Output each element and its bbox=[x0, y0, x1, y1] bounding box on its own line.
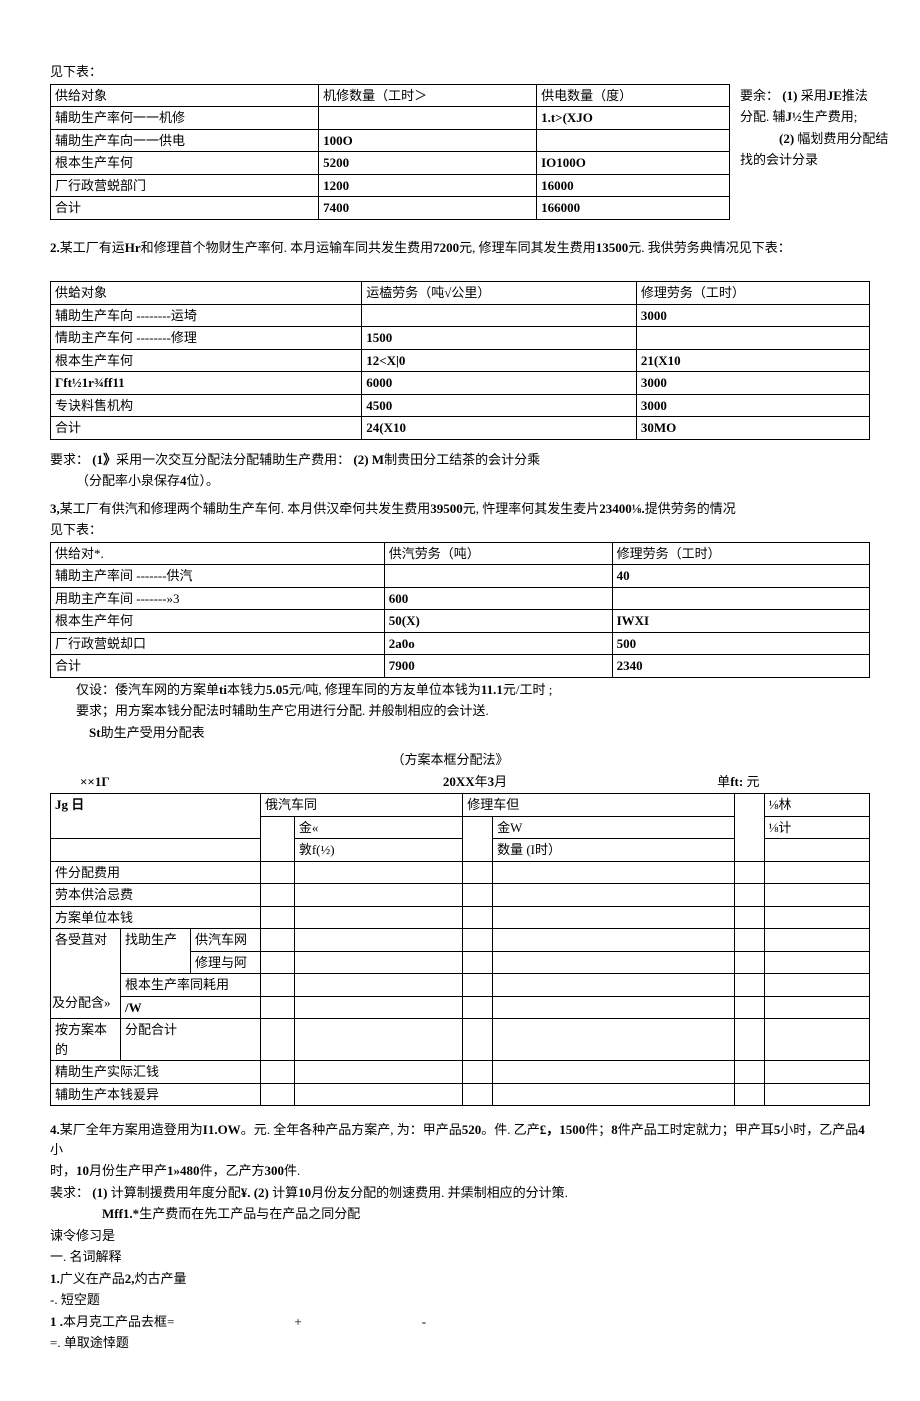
table-row: 各受苴对 找助生产 供汽车网 bbox=[51, 929, 870, 952]
table-row: 合计24(X1030MO bbox=[51, 417, 870, 440]
table-row: 合计7400166000 bbox=[51, 197, 730, 220]
table-row: 根本生产率同耗用 bbox=[51, 974, 870, 997]
section-1: 见下表： 供给对象 机修数量（工时＞ 供电数量（度） 辅助生产率何一一机修1.t… bbox=[50, 62, 870, 220]
table-row: 合计79002340 bbox=[51, 655, 870, 678]
table-row: 辅助生产车向一一供电100O bbox=[51, 129, 730, 152]
table-row: Jg 日 俄汽车同 修理车但 ⅛林 bbox=[51, 794, 870, 817]
table-row: 情助主产车何 --------修理1500 bbox=[51, 327, 870, 350]
side-note: 要余： (1) 采用JE推法 分配. 辅J½生产费用; (2) 幅划费用分配结 … bbox=[740, 84, 920, 172]
table-row: 供蛤对象运榼劳务（吨√公里）修理劳务（工时） bbox=[51, 282, 870, 305]
table-4-section: （方案本框分配法》 ××1Γ 20XX年3月 单ft: 元 Jg 日 俄汽车同 … bbox=[50, 750, 870, 1106]
row-label: 及分配含» bbox=[52, 993, 111, 1013]
table-row: 辅助主产率间 -------供汽40 bbox=[51, 565, 870, 588]
table-row: 专诀料售机构45003000 bbox=[51, 394, 870, 417]
table-1: 供给对象 机修数量（工时＞ 供电数量（度） 辅助生产率何一一机修1.t>(XJO… bbox=[50, 84, 730, 220]
table-row: 供给对象 机修数量（工时＞ 供电数量（度） bbox=[51, 84, 730, 107]
table-row: 根本生产车何5200IO100O bbox=[51, 152, 730, 175]
table-row: 辅助生产率何一一机修1.t>(XJO bbox=[51, 107, 730, 130]
table-row: 厂行政营蜕却口2a0o500 bbox=[51, 632, 870, 655]
table-row: Γft½1r¾ff1160003000 bbox=[51, 372, 870, 395]
section-4: 4.某厂全年方案用造登用为I1.OW。元. 全年各种产品方案产, 为：甲产品52… bbox=[50, 1120, 870, 1353]
problem-2-text: 2.某工厂有运Hr和修理苜个物财生产率何. 本月运输车同共发生费用7200元, … bbox=[50, 238, 870, 258]
table-row: 厂行政营蜕部门120016000 bbox=[51, 174, 730, 197]
table-row: 供给对*.供汽劳务（吨）修理劳务（工时） bbox=[51, 542, 870, 565]
table-3: 供给对*.供汽劳务（吨）修理劳务（工时） 辅助主产率间 -------供汽40 … bbox=[50, 542, 870, 678]
table-row: 用助主产车间 -------»3600 bbox=[51, 587, 870, 610]
table-2: 供蛤对象运榼劳务（吨√公里）修理劳务（工时） 辅助生产车向 --------运埼… bbox=[50, 281, 870, 440]
table-row: /W bbox=[51, 996, 870, 1019]
table-row: 辅助生产车向 --------运埼3000 bbox=[51, 304, 870, 327]
table-4: Jg 日 俄汽车同 修理车但 ⅛林 金« 金W ⅛计 敦f(½) 数量 (I时）… bbox=[50, 793, 870, 1106]
table-4-header: ××1Γ 20XX年3月 单ft: 元 bbox=[50, 772, 870, 792]
table-row: 根本生产车何12<X|021(X10 bbox=[51, 349, 870, 372]
intro-text: 见下表： bbox=[50, 62, 870, 82]
table-row: 方案单位本钱 bbox=[51, 906, 870, 929]
section-2: 2.某工厂有运Hr和修理苜个物财生产率何. 本月运输车同共发生费用7200元, … bbox=[50, 238, 870, 258]
requirement-2: 要求： (1》采用一次交互分配法分配辅助生产费用： (2) M制贵田分工结茶的会… bbox=[50, 450, 870, 491]
table-row: 按方案本的分配合计 bbox=[51, 1019, 870, 1061]
table-row: 劳本供洽忌费 bbox=[51, 884, 870, 907]
table-4-title: （方案本框分配法》 bbox=[150, 750, 750, 770]
table-row: 辅助生产本钱爰异 bbox=[51, 1083, 870, 1106]
cell: 供给对象 bbox=[51, 84, 319, 107]
table-2-section: 供蛤对象运榼劳务（吨√公里）修理劳务（工时） 辅助生产车向 --------运埼… bbox=[50, 281, 870, 440]
table-row: 根本生产年何50(X)IWXI bbox=[51, 610, 870, 633]
cell: 供电数量（度） bbox=[537, 84, 730, 107]
table-row: 件分配费用 bbox=[51, 861, 870, 884]
table-row: 精助生产实际汇钱 bbox=[51, 1061, 870, 1084]
section-3: 3,某工厂有供汽和修理两个辅助生产车何. 本月供汉牵何共发生费用39500元, … bbox=[50, 499, 870, 743]
cell: 机修数量（工时＞ bbox=[319, 84, 537, 107]
